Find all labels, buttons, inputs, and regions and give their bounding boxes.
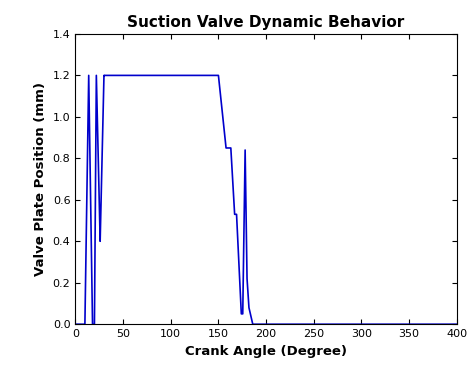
Y-axis label: Valve Plate Position (mm): Valve Plate Position (mm) (34, 82, 47, 276)
X-axis label: Crank Angle (Degree): Crank Angle (Degree) (185, 345, 347, 358)
Title: Suction Valve Dynamic Behavior: Suction Valve Dynamic Behavior (128, 15, 405, 30)
